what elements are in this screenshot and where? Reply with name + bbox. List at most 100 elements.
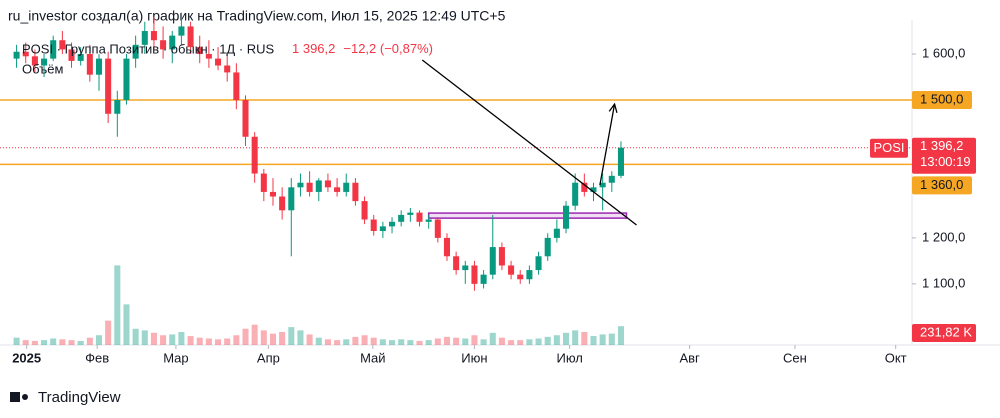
- author-line: ru_investor создал(а) график на TradingV…: [8, 8, 506, 24]
- volume-bar: [489, 332, 496, 345]
- candle-body: [68, 49, 75, 61]
- volume-bar: [608, 333, 615, 345]
- volume-bar: [132, 328, 139, 345]
- candle-body: [86, 54, 93, 75]
- candle-body: [599, 182, 606, 188]
- volume-bar: [50, 338, 57, 345]
- volume-bar: [95, 335, 103, 345]
- trendline: [421, 59, 637, 226]
- brand: TradingView: [38, 389, 121, 406]
- candle-body: [398, 214, 405, 222]
- candle-body: [590, 187, 597, 192]
- candle-body: [160, 40, 167, 50]
- candle-body: [169, 35, 176, 50]
- candle-body: [407, 212, 414, 215]
- candle-body: [178, 26, 185, 36]
- legend-instrument: POSI · Группа Позитив · обыкн · 1Д · RUS: [22, 41, 275, 56]
- candle-body: [389, 221, 396, 227]
- volume-bar: [599, 334, 606, 345]
- candle-body: [233, 72, 240, 100]
- zone: [427, 212, 628, 219]
- volume-bar: [41, 340, 48, 345]
- candle-body: [425, 219, 432, 222]
- volume-bar: [343, 339, 350, 345]
- volume-bar: [150, 332, 157, 345]
- volume-bar: [334, 340, 341, 345]
- level-badge: [912, 90, 972, 109]
- volume-bar: [288, 327, 295, 345]
- logo: [10, 392, 28, 402]
- candle-body: [41, 58, 48, 66]
- volume-bar: [389, 340, 396, 345]
- volume-bar: [572, 330, 579, 345]
- candle-body: [260, 173, 267, 192]
- candle-body: [343, 182, 350, 192]
- volume-bar: [407, 340, 414, 345]
- volume-bar: [361, 335, 368, 345]
- volume-bar: [169, 334, 176, 345]
- volume-bar: [297, 330, 304, 345]
- level-label: 1 360,0: [920, 177, 963, 192]
- volume-bar: [205, 338, 212, 345]
- candle-body: [498, 247, 505, 266]
- volume-bar: [224, 338, 231, 345]
- candle-body: [297, 182, 304, 188]
- candle-body: [22, 51, 29, 57]
- candle-body: [31, 56, 38, 66]
- x-tick-label: 2025: [12, 350, 41, 365]
- volume-bar: [434, 338, 441, 345]
- y-tick-label: 1 600,0: [922, 45, 965, 60]
- volume-bar: [553, 335, 560, 345]
- price-badge: [912, 137, 976, 174]
- level-label: 1 500,0: [920, 91, 963, 106]
- candle-body: [150, 31, 157, 41]
- volume-bar: [535, 338, 542, 345]
- symbol-badge: [870, 138, 908, 158]
- volume-bar: [260, 330, 267, 345]
- x-tick-label: Мар: [163, 350, 188, 365]
- x-tick-label: Окт: [885, 350, 907, 365]
- price-label: 1 396,2: [920, 138, 963, 153]
- candle-body: [315, 180, 322, 192]
- volume-bar: [86, 337, 93, 345]
- volume-bar: [251, 324, 258, 345]
- volume-bar: [315, 337, 322, 345]
- volume-label: 231,82 K: [920, 324, 972, 339]
- candle-body: [352, 182, 359, 202]
- volume-bar: [31, 340, 38, 345]
- candle-body: [306, 182, 313, 192]
- volume-bar: [508, 340, 515, 345]
- candle-body: [489, 247, 496, 275]
- candle-body: [434, 219, 441, 238]
- volume-bar: [398, 339, 405, 345]
- candle-body: [105, 58, 112, 114]
- volume-bar: [141, 330, 148, 345]
- volume-bar: [196, 337, 203, 345]
- candle-body: [141, 31, 148, 45]
- volume-bar: [517, 340, 524, 345]
- volume-bar: [562, 332, 570, 345]
- volume-bar: [498, 337, 505, 345]
- candle-body: [215, 58, 222, 66]
- candle-body: [187, 26, 194, 48]
- volume-bar: [370, 337, 377, 345]
- candle-body: [132, 44, 139, 59]
- volume-bar: [581, 332, 588, 345]
- volume-bar: [590, 336, 597, 345]
- level-badge: [912, 176, 972, 195]
- arrow: [599, 104, 616, 186]
- volume-bar: [215, 339, 222, 345]
- candle-body: [205, 54, 212, 59]
- volume-bar: [617, 326, 624, 345]
- candle-body: [279, 196, 286, 211]
- candle-body: [361, 201, 368, 220]
- volume-bar: [269, 333, 277, 345]
- volume-bar: [233, 335, 240, 345]
- candle-body: [95, 58, 103, 75]
- volume-bar: [352, 336, 359, 345]
- candle-body: [242, 99, 249, 137]
- volume-bar: [22, 340, 29, 345]
- candle-body: [517, 274, 524, 280]
- candle-body: [526, 270, 533, 280]
